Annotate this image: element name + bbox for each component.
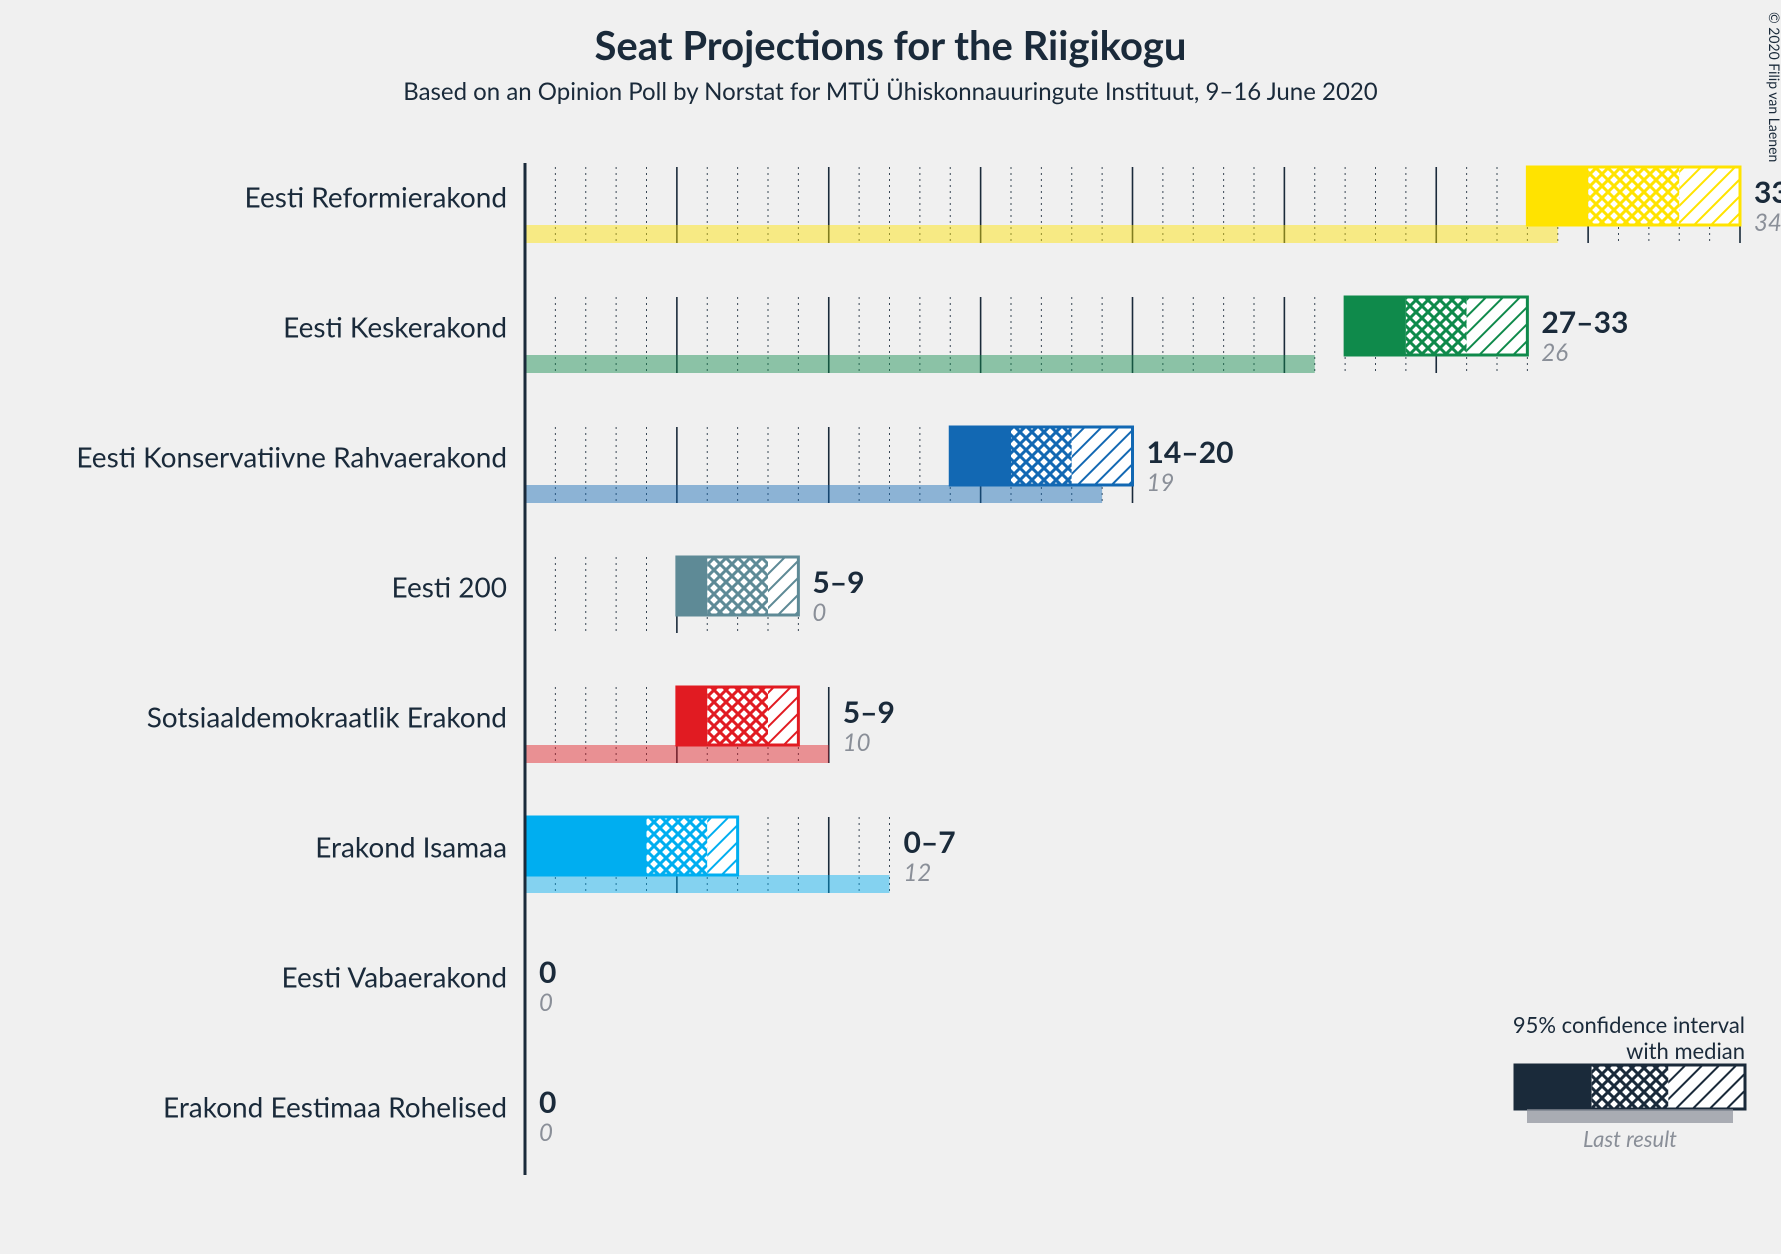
last-label: 10 xyxy=(843,728,871,757)
svg-text:Seat Projections for the Riigi: Seat Projections for the Riigikogu xyxy=(595,21,1187,69)
party-label: Eesti Reformierakond xyxy=(244,180,507,214)
range-label: 0 xyxy=(539,954,556,990)
last-label: 0 xyxy=(539,1118,553,1147)
legend-last-bar xyxy=(1527,1109,1733,1123)
last-label: 12 xyxy=(904,858,932,887)
last-result-bar xyxy=(525,355,1315,373)
party-label: Erakond Isamaa xyxy=(315,830,507,864)
last-result-bar xyxy=(525,745,829,763)
legend-last-label: Last result xyxy=(1583,1125,1677,1152)
last-label: 34 xyxy=(1754,208,1781,237)
range-label: 5–9 xyxy=(812,564,864,600)
range-label: 5–9 xyxy=(843,694,895,730)
last-label: 19 xyxy=(1147,468,1175,497)
party-label: Eesti Konservatiivne Rahvaerakond xyxy=(76,440,507,474)
party-label: Sotsiaaldemokraatlik Erakond xyxy=(147,700,507,734)
last-result-bar xyxy=(525,485,1102,503)
party-label: Eesti Keskerakond xyxy=(283,310,507,344)
range-label: 0–7 xyxy=(904,824,956,860)
last-result-bar xyxy=(525,225,1558,243)
svg-text:Based on an Opinion Poll by No: Based on an Opinion Poll by Norstat for … xyxy=(403,77,1377,106)
party-label: Eesti Vabaerakond xyxy=(282,960,508,994)
legend-text-1: 95% confidence interval xyxy=(1513,1011,1745,1038)
range-label: 33–40 xyxy=(1754,174,1781,210)
range-label: 27–33 xyxy=(1541,304,1628,340)
last-label: 26 xyxy=(1541,338,1568,367)
range-label: 0 xyxy=(539,1084,556,1120)
party-label: Eesti 200 xyxy=(391,570,507,604)
party-label: Erakond Eestimaa Rohelised xyxy=(163,1090,507,1124)
last-label: 0 xyxy=(539,988,553,1017)
last-label: 0 xyxy=(812,598,826,627)
range-label: 14–20 xyxy=(1147,434,1234,470)
last-result-bar xyxy=(525,875,890,893)
legend-text-2: with median xyxy=(1626,1037,1745,1064)
svg-text:© 2020 Filip van Laenen: © 2020 Filip van Laenen xyxy=(1766,12,1781,162)
